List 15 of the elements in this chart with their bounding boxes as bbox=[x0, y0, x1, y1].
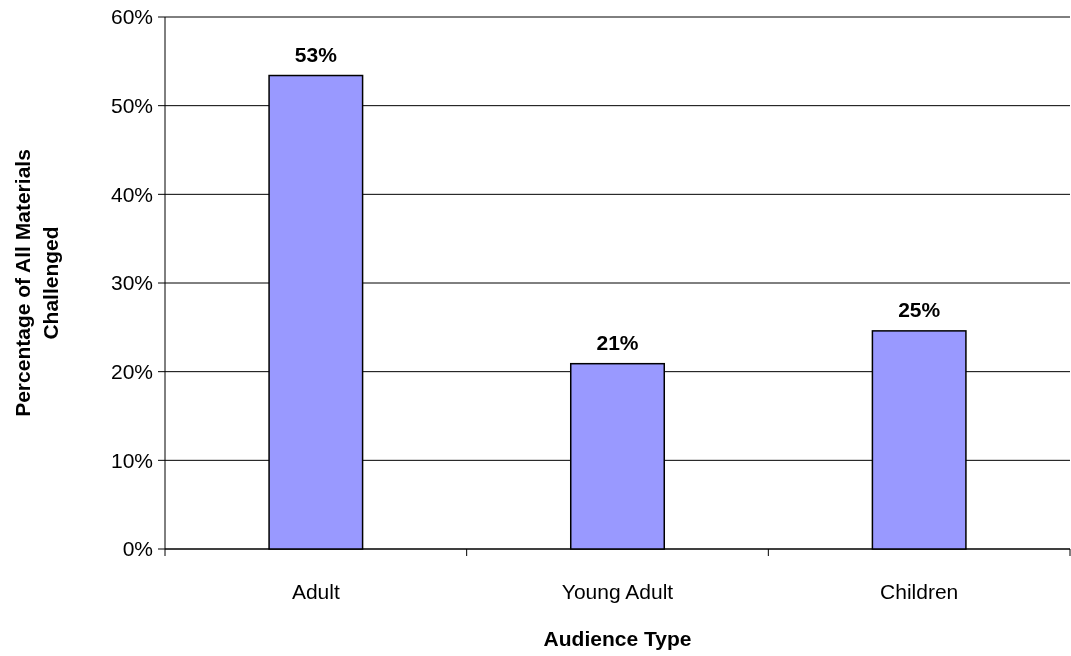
data-label: 21% bbox=[596, 330, 639, 354]
y-tick-label: 0% bbox=[122, 537, 153, 561]
x-tick-label: Children bbox=[880, 580, 959, 603]
x-tick-label: Young Adult bbox=[561, 580, 674, 603]
y-axis-title: Percentage of All Materials Challenged bbox=[11, 149, 62, 417]
y-tick-label: 50% bbox=[110, 94, 153, 118]
y-tick-label: 60% bbox=[110, 5, 153, 29]
data-label: 25% bbox=[898, 297, 941, 321]
y-tick-label: 20% bbox=[110, 360, 153, 384]
y-tick-label: 30% bbox=[110, 271, 153, 295]
x-axis-title: Audience Type bbox=[543, 627, 692, 650]
data-label: 53% bbox=[294, 42, 338, 66]
x-tick-label: Adult bbox=[291, 580, 340, 603]
y-tick-label: 40% bbox=[110, 182, 153, 206]
y-tick-label: 10% bbox=[110, 448, 153, 472]
